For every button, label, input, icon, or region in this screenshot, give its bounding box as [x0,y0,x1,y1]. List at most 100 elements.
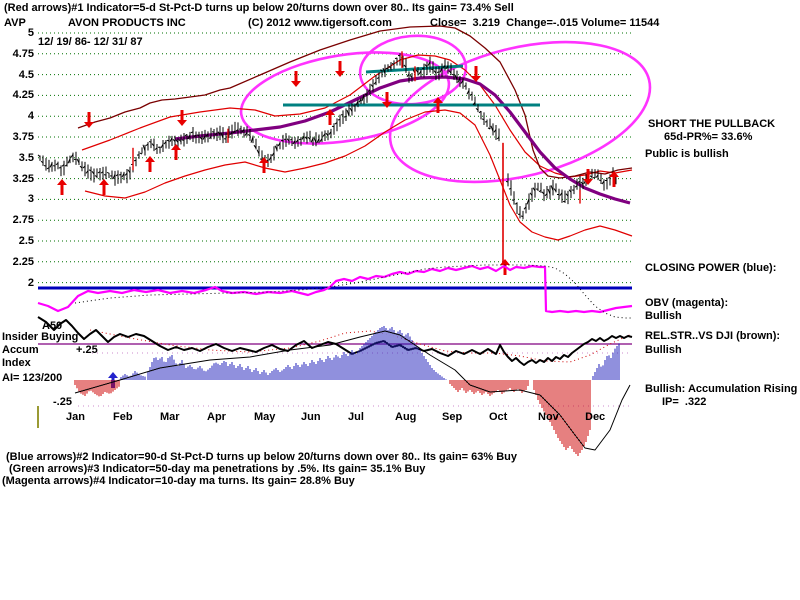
price-bar-tick [85,170,89,174]
price-bar-tick [238,128,242,130]
insider-red-dotted-line [89,329,633,363]
price-bar-tick [424,64,428,68]
x-axis-month-label: May [254,411,276,423]
price-bar-tick [364,93,368,96]
price-bar-tick [598,179,602,182]
price-bar-tick [373,81,377,85]
price-bar-tick [124,172,128,176]
price-bar-tick [37,154,41,158]
price-bar-tick [322,133,326,137]
price-bar-tick [256,149,260,155]
y-axis-price-label: 4 [27,110,34,123]
accumulation-note: Bullish: Accumulation Rising [645,383,798,395]
price-bar-tick [241,129,245,133]
y-axis-price-label: 4.25 [12,89,34,102]
price-bar-tick [175,139,179,143]
price-bar-tick [94,175,98,178]
index-label: Index [2,357,31,369]
price-bar-tick [388,65,392,70]
price-bar-tick [532,187,536,192]
upper-band-line [81,54,633,178]
price-bar-tick [190,131,194,134]
price-bar-tick [253,144,257,149]
price-bar-tick [154,147,158,150]
price-bar-tick [430,68,434,71]
price-bar-tick [469,93,473,96]
buy-arrow-head [433,97,443,103]
price-bar-tick [496,137,500,140]
indicator-legend-4: (Magenta arrows)#4 Indicator=10-day ma t… [2,475,355,487]
price-bar-tick [445,65,449,70]
sell-arrow-head [84,122,94,128]
x-axis-month-label: Feb [113,411,133,423]
y-axis-price-label: 3.75 [12,131,34,143]
price-bar-tick [427,61,431,66]
price-bar-tick [55,162,59,166]
price-bar-tick [457,77,461,83]
price-bar-tick [475,107,479,111]
price-bar-tick [526,198,530,205]
price-bar-tick [460,80,464,84]
price-bar-tick [307,136,311,140]
indicator-legend-2: (Blue arrows)#2 Indicator=90-d St-Pct-D … [6,451,518,463]
price-bar-tick [568,189,572,193]
x-axis-month-label: Nov [538,411,559,423]
price-bar-tick [82,165,86,169]
x-axis-month-label: Sep [442,411,463,423]
price-bar-tick [346,109,350,116]
price-bar-tick [595,174,599,178]
sell-arrow-head [291,81,301,87]
price-bar-tick [115,174,119,177]
price-bar-tick [271,152,275,157]
lower-band-line [84,109,633,241]
price-bar-tick [235,129,239,132]
price-bar-tick [391,62,395,65]
price-bar-tick [247,134,251,137]
ticker-symbol: AVP [4,17,26,29]
price-bar-tick [454,74,458,80]
y-axis-price-label: 3.25 [12,172,34,185]
price-bar-tick [43,165,47,167]
price-bar-tick [142,144,146,152]
price-bar-tick [313,137,317,144]
price-bar-tick [250,136,254,143]
price-bar-tick [169,137,173,142]
price-bar-tick [310,138,314,143]
price-bar-tick [151,143,155,147]
price-bar-tick [574,185,578,188]
quote-line: Close= 3.219 Change=-.015 Volume= 11544 [430,17,660,29]
rel-strength-status: Bullish [645,344,682,356]
y-axis-price-label: 4.75 [12,47,34,60]
buy-arrow-head [108,372,118,378]
price-bar-tick [472,102,476,106]
price-bar-tick [91,171,95,175]
price-bar-tick [76,158,80,164]
price-bar-tick [178,139,182,143]
buy-arrow-head [99,179,109,185]
price-bar-tick [145,143,149,146]
price-bar-tick [355,100,359,106]
price-bar-tick [565,193,569,197]
public-sentiment-note: Public is bullish [645,148,729,160]
price-bar-tick [112,174,116,180]
price-bar-tick [103,174,107,176]
accum-label: Accum [2,344,39,356]
price-bar-tick [544,193,548,197]
price-bar-tick [88,169,92,172]
relative-strength-line [77,25,633,179]
y-axis-price-label: 5 [27,27,34,39]
buy-arrow-head [171,144,181,150]
y-axis-price-label: 2.25 [12,255,34,268]
price-bar-tick [49,162,53,168]
histogram-ma-line [74,330,631,451]
sell-arrow-head [471,76,481,82]
price-bar-tick [577,180,581,183]
insider-buying-label: Insider Buying [2,331,79,343]
price-bar-tick [46,167,50,170]
price-bar-tick [439,67,443,73]
price-bar-tick [418,70,422,75]
dotted-trend-line [74,264,632,319]
price-bar-tick [217,131,221,136]
sell-arrow-head [583,179,593,185]
